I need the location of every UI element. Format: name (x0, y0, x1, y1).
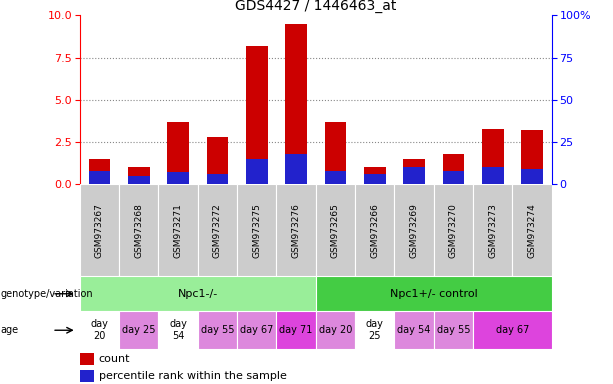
Text: GSM973271: GSM973271 (173, 203, 183, 258)
Text: day 55: day 55 (200, 325, 234, 335)
Text: genotype/variation: genotype/variation (1, 289, 93, 299)
Bar (324, 122, 346, 184)
Text: day 54: day 54 (397, 325, 431, 335)
Text: GSM973272: GSM973272 (213, 203, 222, 258)
Bar (482, 129, 503, 184)
Bar (128, 176, 150, 184)
Text: GSM973275: GSM973275 (252, 203, 261, 258)
Bar (246, 46, 267, 184)
Bar (394, 184, 434, 276)
Bar (316, 276, 552, 311)
Bar (324, 171, 346, 184)
Bar (364, 167, 386, 184)
Bar (473, 311, 552, 349)
Text: day
25: day 25 (366, 319, 384, 341)
Text: age: age (1, 325, 19, 335)
Bar (197, 184, 237, 276)
Bar (403, 159, 425, 184)
Bar (443, 154, 464, 184)
Bar (316, 311, 355, 349)
Bar (276, 184, 316, 276)
Bar (285, 24, 307, 184)
Bar (285, 154, 307, 184)
Bar (237, 311, 276, 349)
Text: day
54: day 54 (169, 319, 187, 341)
Bar (434, 184, 473, 276)
Bar (355, 184, 394, 276)
Text: percentile rank within the sample: percentile rank within the sample (99, 371, 286, 381)
Bar (521, 130, 543, 184)
Bar (403, 167, 425, 184)
Bar (167, 122, 189, 184)
Bar (237, 184, 276, 276)
Bar (512, 184, 552, 276)
Bar (434, 311, 473, 349)
Text: day 67: day 67 (240, 325, 273, 335)
Text: Npc1-/-: Npc1-/- (178, 289, 218, 299)
Bar (167, 172, 189, 184)
Bar (394, 311, 434, 349)
Text: day 25: day 25 (122, 325, 156, 335)
Text: GSM973269: GSM973269 (409, 203, 419, 258)
Bar (355, 311, 394, 349)
Text: GSM973267: GSM973267 (95, 203, 104, 258)
Bar (276, 311, 316, 349)
Bar (364, 174, 386, 184)
Text: GSM973274: GSM973274 (528, 203, 536, 258)
Bar (158, 184, 198, 276)
Bar (246, 159, 267, 184)
Bar (197, 311, 237, 349)
Title: GDS4427 / 1446463_at: GDS4427 / 1446463_at (235, 0, 397, 13)
Bar (80, 184, 119, 276)
Bar (207, 174, 228, 184)
Bar (88, 171, 110, 184)
Bar (482, 167, 503, 184)
Text: day 67: day 67 (496, 325, 529, 335)
Bar (80, 353, 94, 365)
Text: day 20: day 20 (319, 325, 352, 335)
Bar (119, 311, 158, 349)
Bar (473, 184, 512, 276)
Text: GSM973273: GSM973273 (488, 203, 497, 258)
Bar (80, 370, 94, 382)
Text: GSM973266: GSM973266 (370, 203, 379, 258)
Bar (80, 276, 316, 311)
Bar (316, 184, 355, 276)
Text: day 71: day 71 (280, 325, 313, 335)
Bar (158, 311, 198, 349)
Text: GSM973268: GSM973268 (134, 203, 143, 258)
Bar (207, 137, 228, 184)
Bar (88, 159, 110, 184)
Bar (128, 167, 150, 184)
Text: day 55: day 55 (436, 325, 470, 335)
Bar (119, 184, 158, 276)
Bar (80, 311, 119, 349)
Text: GSM973270: GSM973270 (449, 203, 458, 258)
Text: Npc1+/- control: Npc1+/- control (390, 289, 478, 299)
Text: day
20: day 20 (91, 319, 109, 341)
Text: GSM973265: GSM973265 (331, 203, 340, 258)
Bar (521, 169, 543, 184)
Text: count: count (99, 354, 130, 364)
Bar (443, 171, 464, 184)
Text: GSM973276: GSM973276 (292, 203, 300, 258)
